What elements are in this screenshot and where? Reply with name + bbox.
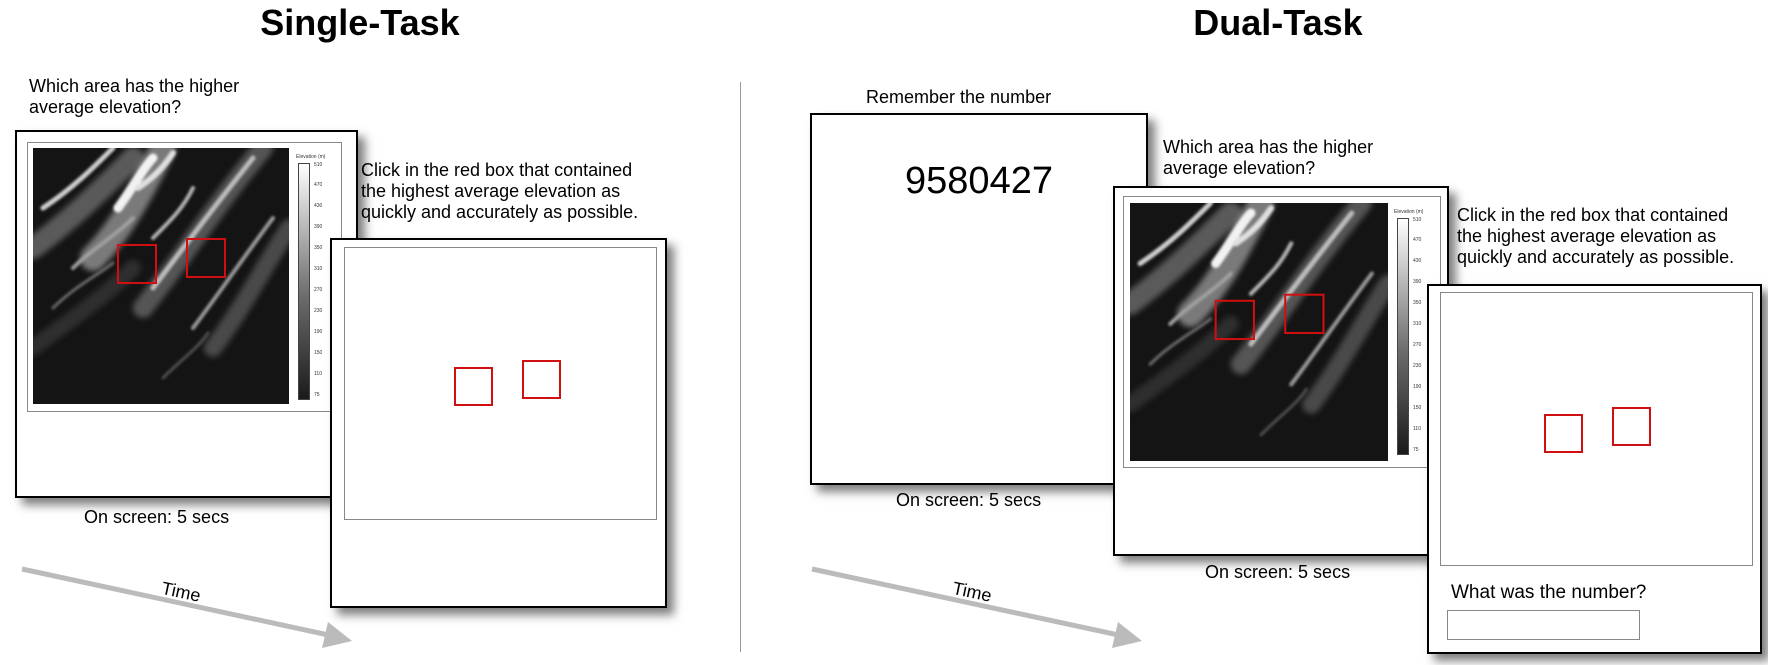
dual-remember-duration: On screen: 5 secs xyxy=(896,490,1042,510)
single-map-red-box-1 xyxy=(117,244,157,284)
dual-colorbar-ticks: 510 470 430 390 350 310 270 230 190 150 … xyxy=(1413,217,1422,453)
dual-question: Which area has the higher average elevat… xyxy=(1163,137,1373,179)
dual-colorbar-title: Elevation (m) xyxy=(1394,209,1424,215)
dual-time-arrow xyxy=(811,566,1142,648)
single-response-red-box-1[interactable] xyxy=(454,367,493,406)
single-instruction-line1: Click in the red box that contained xyxy=(361,160,633,180)
dual-response-frame xyxy=(1440,292,1753,566)
dual-elevation-map xyxy=(1130,203,1388,461)
dual-map-red-box-2 xyxy=(1284,293,1325,335)
single-elevation-map xyxy=(33,148,289,404)
dual-map-screen: Elevation (m) 510 470 430 390 350 310 27… xyxy=(1113,186,1449,556)
dual-question-line2: average elevation? xyxy=(1163,158,1316,178)
single-map-screen: Elevation (m) 510 470 430 390 350 310 27… xyxy=(15,130,358,498)
dual-map-red-box-1 xyxy=(1214,299,1255,341)
dual-response-screen: What was the number? xyxy=(1427,284,1762,654)
single-colorbar-title: Elevation (m) xyxy=(296,154,326,160)
dual-colorbar xyxy=(1397,218,1409,455)
dual-recall-question: What was the number? xyxy=(1451,582,1647,603)
dual-number-display: 9580427 xyxy=(905,160,1053,202)
single-question-line1: Which area has the higher xyxy=(29,76,240,96)
dual-task-title: Dual-Task xyxy=(1193,2,1363,43)
single-colorbar-ticks: 510 470 430 390 350 310 270 230 190 150 … xyxy=(314,162,323,398)
dual-response-red-box-2[interactable] xyxy=(1612,407,1651,446)
dual-instruction-line1: Click in the red box that contained xyxy=(1457,205,1729,225)
task-divider xyxy=(740,82,741,652)
single-task-title: Single-Task xyxy=(260,2,460,43)
single-instruction: Click in the red box that contained the … xyxy=(361,160,638,223)
single-map-frame: Elevation (m) 510 470 430 390 350 310 27… xyxy=(27,142,342,412)
single-duration-label: On screen: 5 secs xyxy=(84,507,230,527)
dual-question-line1: Which area has the higher xyxy=(1163,137,1374,157)
single-instruction-line2: the highest average elevation as xyxy=(361,181,621,201)
single-time-arrow xyxy=(21,566,352,648)
single-map-red-box-2 xyxy=(186,238,226,278)
dual-remember-screen: 9580427 xyxy=(810,113,1148,485)
single-colorbar xyxy=(298,163,310,400)
single-response-frame xyxy=(344,247,657,520)
dual-response-red-box-1[interactable] xyxy=(1544,414,1583,453)
single-question-line2: average elevation? xyxy=(29,97,182,117)
dual-instruction: Click in the red box that contained the … xyxy=(1457,205,1734,268)
dual-recall-input[interactable] xyxy=(1447,610,1640,640)
dual-instruction-line2: the highest average elevation as xyxy=(1457,226,1717,246)
single-instruction-line3: quickly and accurately as possible. xyxy=(361,202,639,222)
dual-instruction-line3: quickly and accurately as possible. xyxy=(1457,247,1735,267)
dual-remember-label: Remember the number xyxy=(866,87,1052,107)
dual-map-duration: On screen: 5 secs xyxy=(1205,562,1351,582)
single-response-red-box-2[interactable] xyxy=(522,360,561,399)
single-question: Which area has the higher average elevat… xyxy=(29,76,239,118)
dual-map-frame: Elevation (m) 510 470 430 390 350 310 27… xyxy=(1123,196,1441,468)
single-response-screen xyxy=(330,238,667,608)
